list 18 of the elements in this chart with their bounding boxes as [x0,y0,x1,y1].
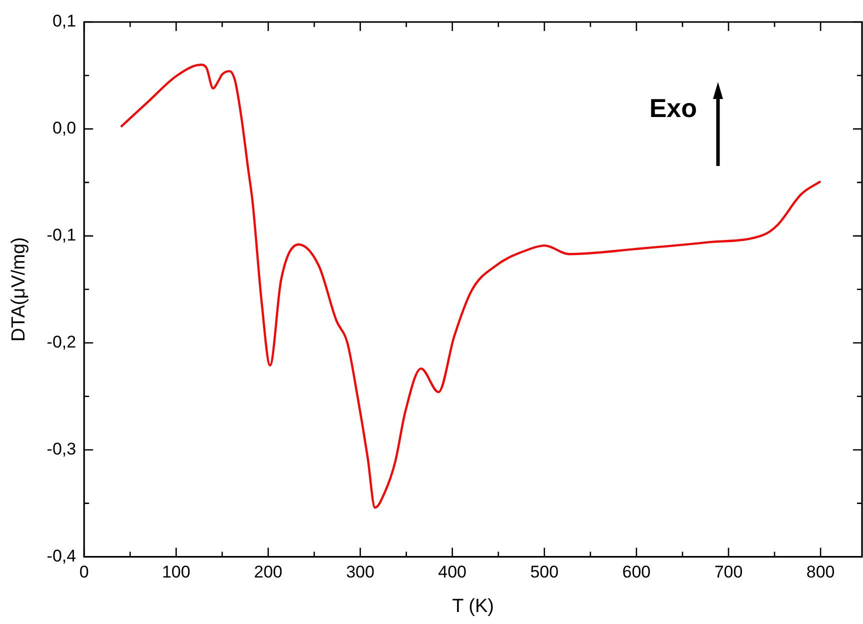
x-tick-label: 800 [806,562,835,582]
y-tick-label: 0,0 [52,118,76,138]
x-tick-label: 300 [346,562,374,582]
x-tick-label: 200 [254,562,282,582]
x-tick-label: 400 [438,562,467,582]
x-tick-label: 500 [530,562,559,582]
annotation: Exo [649,93,697,124]
x-tick-label: 100 [162,562,190,582]
y-tick-label: -0,4 [46,546,76,566]
y-tick-label: -0,1 [46,226,76,245]
y-tick-label: 0,1 [52,12,76,31]
x-tick-label: 700 [714,562,743,582]
y-tick-label: -0,2 [46,332,76,352]
y-tick-label: -0,3 [46,440,76,459]
x-tick-label: 0 [79,562,89,582]
x-axis-title: T (K) [452,596,494,617]
y-axis-title: DTA(μV/mg) [8,237,30,342]
x-tick-label: 600 [622,562,651,582]
